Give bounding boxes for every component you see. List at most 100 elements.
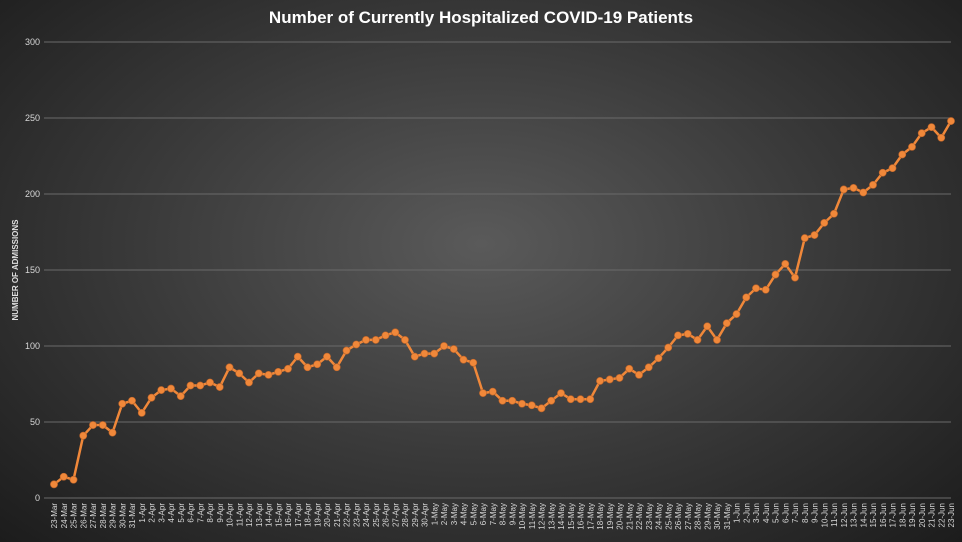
- x-tick-label: 23-Jun: [947, 503, 956, 527]
- x-tick-label: 3-Apr: [157, 503, 166, 523]
- x-tick-label: 5-May: [469, 503, 478, 525]
- data-point: [284, 364, 292, 373]
- data-point: [449, 345, 458, 353]
- data-point: [352, 340, 361, 349]
- x-tick-label: 12-May: [538, 503, 547, 530]
- chart-title: Number of Currently Hospitalized COVID-1…: [269, 8, 693, 27]
- x-tick-label: 16-May: [577, 503, 586, 530]
- data-point: [89, 421, 97, 429]
- x-tick-label: 27-Apr: [391, 503, 400, 527]
- x-tick-label: 9-Jun: [811, 503, 820, 523]
- data-point: [342, 346, 351, 355]
- data-point: [303, 363, 312, 372]
- x-tick-label: 16-Apr: [284, 503, 293, 527]
- x-tick-label: 2-Apr: [148, 503, 157, 523]
- data-point: [586, 395, 595, 404]
- data-point: [508, 396, 517, 405]
- x-tick-label: 6-May: [479, 503, 488, 525]
- x-tick-label: 30-Apr: [421, 503, 430, 527]
- x-tick-label: 23-Mar: [50, 503, 59, 529]
- x-tick-label: 29-Mar: [109, 503, 118, 529]
- x-tick-label: 1-Jun: [733, 503, 742, 523]
- data-point: [596, 377, 604, 385]
- x-tick-label: 13-May: [547, 503, 556, 530]
- data-point: [839, 185, 848, 194]
- x-tick-label: 1-Apr: [138, 503, 147, 523]
- y-tick-label: 250: [25, 113, 40, 123]
- x-tick-label: 12-Apr: [245, 503, 254, 527]
- x-tick-label: 5-Apr: [177, 503, 186, 523]
- x-tick-label: 4-May: [460, 503, 469, 525]
- x-tick-label: 11-Apr: [235, 503, 244, 527]
- data-point: [732, 310, 741, 318]
- data-point: [674, 331, 682, 340]
- x-tick-label: 18-May: [596, 503, 605, 530]
- data-point: [137, 408, 146, 417]
- data-point: [654, 354, 663, 363]
- data-point: [722, 319, 731, 328]
- y-tick-label: 100: [25, 341, 40, 351]
- data-point: [410, 352, 419, 361]
- x-tick-label: 14-May: [557, 503, 566, 530]
- data-point: [781, 260, 790, 268]
- data-point: [742, 293, 751, 302]
- data-point: [888, 164, 897, 173]
- data-point: [157, 386, 166, 394]
- data-point: [323, 352, 331, 361]
- data-point: [128, 396, 136, 405]
- data-point: [176, 392, 185, 401]
- x-tick-label: 6-Apr: [187, 503, 196, 523]
- x-tick-label: 9-May: [508, 503, 517, 525]
- x-tick-label: 2-May: [440, 503, 449, 525]
- x-tick-label: 15-Jun: [869, 503, 878, 527]
- x-tick-label: 31-May: [723, 503, 732, 530]
- y-tick-label: 0: [35, 493, 40, 503]
- y-tick-label: 200: [25, 189, 40, 199]
- data-point: [547, 396, 556, 405]
- x-tick-label: 13-Jun: [850, 503, 859, 527]
- data-point: [459, 355, 468, 364]
- data-point: [664, 343, 673, 352]
- x-tick-label: 19-Jun: [908, 503, 917, 527]
- data-point: [108, 428, 117, 437]
- y-tick-label: 150: [25, 265, 40, 275]
- x-tick-label: 21-Jun: [928, 503, 937, 527]
- x-tick-label: 14-Jun: [859, 503, 868, 527]
- data-point: [830, 209, 838, 218]
- x-tick-label: 22-Apr: [343, 503, 352, 527]
- data-point: [771, 270, 780, 279]
- data-point: [469, 358, 478, 367]
- data-point: [752, 284, 760, 293]
- x-tick-label: 30-Mar: [118, 503, 127, 529]
- data-point: [878, 168, 887, 177]
- x-tick-label: 25-Apr: [372, 503, 381, 527]
- data-point: [537, 404, 546, 413]
- data-point: [917, 129, 926, 138]
- x-tick-label: 5-Jun: [772, 503, 781, 523]
- x-tick-label: 26-May: [674, 503, 683, 530]
- x-tick-label: 14-Apr: [265, 503, 274, 527]
- x-tick-label: 15-May: [567, 503, 576, 530]
- data-point: [118, 399, 127, 408]
- x-tick-label: 10-Apr: [226, 503, 235, 527]
- data-point: [245, 378, 253, 387]
- x-tick-label: 19-May: [606, 503, 615, 530]
- data-point: [381, 331, 390, 340]
- data-point: [898, 150, 907, 159]
- x-tick-label: 24-May: [655, 503, 664, 530]
- x-tick-label: 11-Jun: [830, 503, 839, 527]
- data-point: [527, 401, 536, 410]
- data-point: [644, 363, 653, 372]
- data-point: [440, 342, 448, 350]
- data-point: [420, 349, 429, 358]
- x-tick-label: 2-Jun: [742, 503, 751, 523]
- data-point: [615, 374, 624, 382]
- x-tick-label: 13-Apr: [255, 503, 264, 527]
- x-tick-label: 17-Apr: [294, 503, 303, 527]
- data-point: [391, 328, 400, 337]
- x-tick-label: 20-May: [616, 503, 625, 530]
- x-tick-label: 16-Jun: [879, 503, 888, 527]
- x-tick-label: 7-Apr: [196, 503, 205, 523]
- x-tick-label: 20-Apr: [323, 503, 332, 527]
